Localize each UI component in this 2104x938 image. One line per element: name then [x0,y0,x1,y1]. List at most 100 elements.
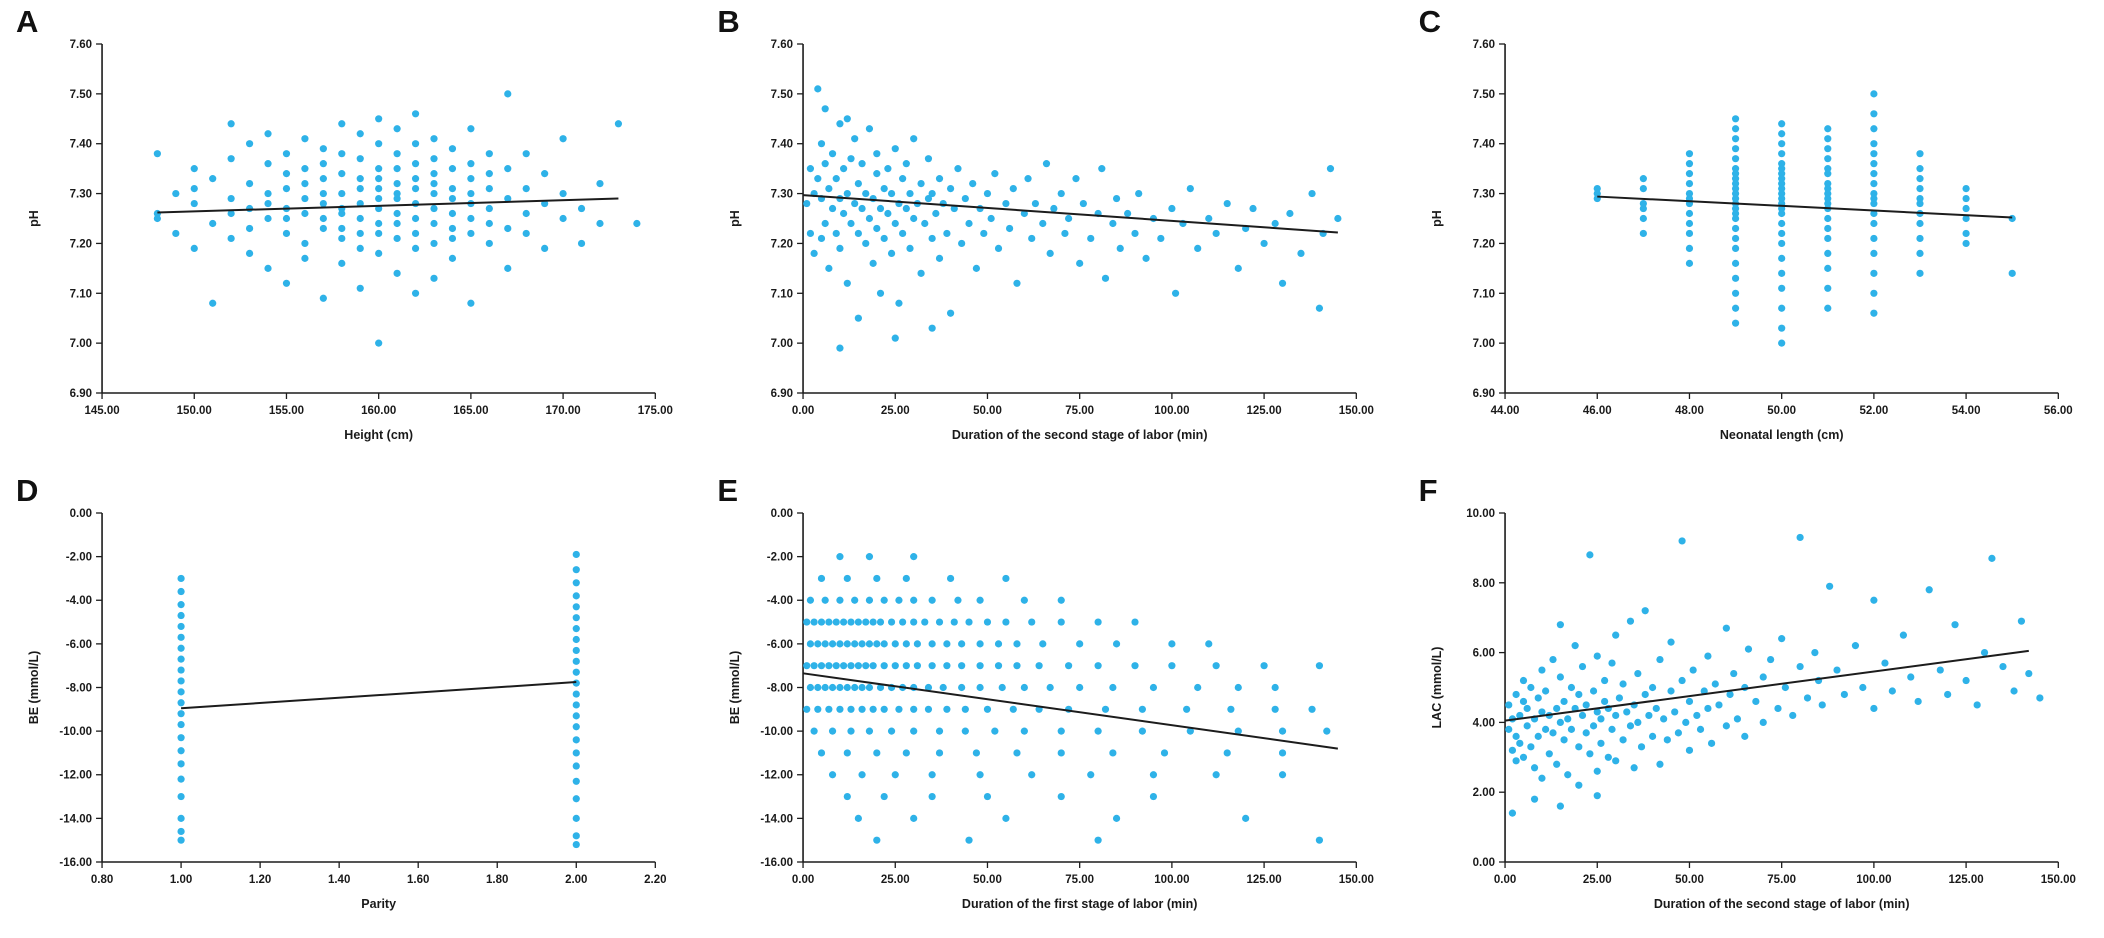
svg-text:50.00: 50.00 [973,874,1002,886]
y-axis-title-A: pH [27,210,41,227]
svg-text:75.00: 75.00 [1066,874,1095,886]
svg-text:-2.00: -2.00 [66,552,92,564]
svg-text:1.60: 1.60 [407,874,429,886]
svg-text:155.00: 155.00 [269,405,304,417]
svg-text:52.00: 52.00 [1859,405,1888,417]
x-axis-title-F: Duration of the second stage of labor (m… [1654,897,1910,911]
svg-text:100.00: 100.00 [1155,405,1190,417]
svg-text:-6.00: -6.00 [767,639,793,651]
svg-text:150.00: 150.00 [1339,874,1374,886]
svg-text:-6.00: -6.00 [66,639,92,651]
y-axis-title-E: BE (mmol/L) [728,651,742,725]
svg-text:0.00: 0.00 [792,874,814,886]
svg-text:2.20: 2.20 [644,874,666,886]
svg-text:7.20: 7.20 [1472,238,1494,250]
svg-text:125.00: 125.00 [1948,874,1983,886]
x-axis-title-A: Height (cm) [344,428,413,442]
svg-text:7.30: 7.30 [771,189,793,201]
svg-text:-10.00: -10.00 [761,726,794,738]
svg-text:150.00: 150.00 [2040,874,2075,886]
svg-text:7.10: 7.10 [1472,288,1494,300]
svg-text:-4.00: -4.00 [66,595,92,607]
svg-text:0.80: 0.80 [91,874,113,886]
svg-text:-14.00: -14.00 [59,813,92,825]
svg-text:4.00: 4.00 [1472,717,1494,729]
svg-text:-4.00: -4.00 [767,595,793,607]
svg-text:7.30: 7.30 [1472,189,1494,201]
svg-text:6.90: 6.90 [771,388,793,400]
svg-text:6.90: 6.90 [70,388,92,400]
svg-text:1.40: 1.40 [328,874,350,886]
svg-text:0.00: 0.00 [792,405,814,417]
svg-text:7.40: 7.40 [70,139,92,151]
svg-text:6.90: 6.90 [1472,388,1494,400]
svg-text:54.00: 54.00 [1951,405,1980,417]
svg-text:-16.00: -16.00 [59,857,92,869]
panel-A: A 6.90 7.00 7.10 7.20 7.30 7.40 7.50 7.60 145.00… [0,0,701,469]
x-axis-title-B: Duration of the second stage of labor (m… [952,428,1208,442]
svg-text:1.80: 1.80 [486,874,508,886]
svg-text:125.00: 125.00 [1247,405,1282,417]
svg-text:8.00: 8.00 [1472,578,1494,590]
svg-text:10.00: 10.00 [1466,508,1495,520]
chart-canvas-E: 0.00 -2.00 -4.00 -6.00 -8.00 -10.00 -12.00 -14.… [728,508,1374,911]
svg-text:6.00: 6.00 [1472,648,1494,660]
svg-text:25.00: 25.00 [1583,874,1612,886]
y-axis-title-D: BE (mmol/L) [27,651,41,725]
panel-label-C: C [1418,4,1442,39]
svg-text:170.00: 170.00 [545,405,580,417]
svg-text:50.00: 50.00 [1767,405,1796,417]
svg-text:-16.00: -16.00 [761,857,794,869]
svg-text:75.00: 75.00 [1066,405,1095,417]
svg-text:7.60: 7.60 [1472,39,1494,51]
svg-text:-8.00: -8.00 [66,683,92,695]
svg-text:7.60: 7.60 [771,39,793,51]
chart-canvas-B: 6.90 7.00 7.10 7.20 7.30 7.40 7.50 7.60 0.00 25.0… [728,39,1374,442]
svg-text:7.00: 7.00 [1472,338,1494,350]
svg-text:7.50: 7.50 [1472,89,1494,101]
x-axis-title-D: Parity [361,897,396,911]
svg-text:7.30: 7.30 [70,189,92,201]
panel-label-E: E [717,473,739,508]
svg-text:-14.00: -14.00 [761,813,794,825]
panel-label-F: F [1418,473,1438,508]
panel-E: E 0.00 -2.00 -4.00 -6.00 -8.00 -10.00 -12.00 -1… [701,469,1402,938]
panel-C: C 6.90 7.00 7.10 7.20 7.30 7.40 7.50 7.60 44.00 4… [1403,0,2104,469]
y-axis-title-F: LAC (mmol/L) [1430,647,1444,729]
panel-B: B 6.90 7.00 7.10 7.20 7.30 7.40 7.50 7.60 0.00 25… [701,0,1402,469]
svg-text:150.00: 150.00 [177,405,212,417]
svg-text:46.00: 46.00 [1583,405,1612,417]
svg-text:2.00: 2.00 [1472,787,1494,799]
svg-text:125.00: 125.00 [1247,874,1282,886]
svg-text:-12.00: -12.00 [59,770,92,782]
svg-text:44.00: 44.00 [1490,405,1519,417]
chart-canvas-F: 0.00 2.00 4.00 6.00 8.00 10.00 0.00 25.00 50.00 7… [1430,508,2076,911]
y-axis-title-B: pH [728,210,742,227]
svg-text:2.00: 2.00 [565,874,587,886]
svg-text:7.40: 7.40 [1472,139,1494,151]
svg-text:-12.00: -12.00 [761,770,794,782]
svg-text:7.10: 7.10 [70,288,92,300]
svg-text:-10.00: -10.00 [59,726,92,738]
svg-text:100.00: 100.00 [1856,874,1891,886]
svg-text:75.00: 75.00 [1767,874,1796,886]
svg-text:0.00: 0.00 [771,508,793,520]
svg-text:7.10: 7.10 [771,288,793,300]
panel-F: F 0.00 2.00 4.00 6.00 8.00 10.00 0.00 25.00 50.0… [1403,469,2104,938]
svg-text:50.00: 50.00 [1675,874,1704,886]
svg-text:175.00: 175.00 [638,405,673,417]
y-axis-title-C: pH [1430,210,1444,227]
svg-text:7.60: 7.60 [70,39,92,51]
x-axis-title-E: Duration of the first stage of labor (mi… [962,897,1197,911]
svg-text:7.50: 7.50 [771,89,793,101]
panel-label-A: A [16,4,39,39]
svg-text:56.00: 56.00 [2044,405,2073,417]
chart-canvas-A: 6.90 7.00 7.10 7.20 7.30 7.40 7.50 7.60 145.00 15… [27,39,673,442]
svg-text:165.00: 165.00 [453,405,488,417]
panel-label-D: D [16,473,39,508]
svg-text:25.00: 25.00 [881,874,910,886]
svg-text:7.50: 7.50 [70,89,92,101]
svg-text:-8.00: -8.00 [767,683,793,695]
chart-canvas-C: 6.90 7.00 7.10 7.20 7.30 7.40 7.50 7.60 44.00 46.… [1430,39,2073,442]
svg-text:145.00: 145.00 [84,405,119,417]
